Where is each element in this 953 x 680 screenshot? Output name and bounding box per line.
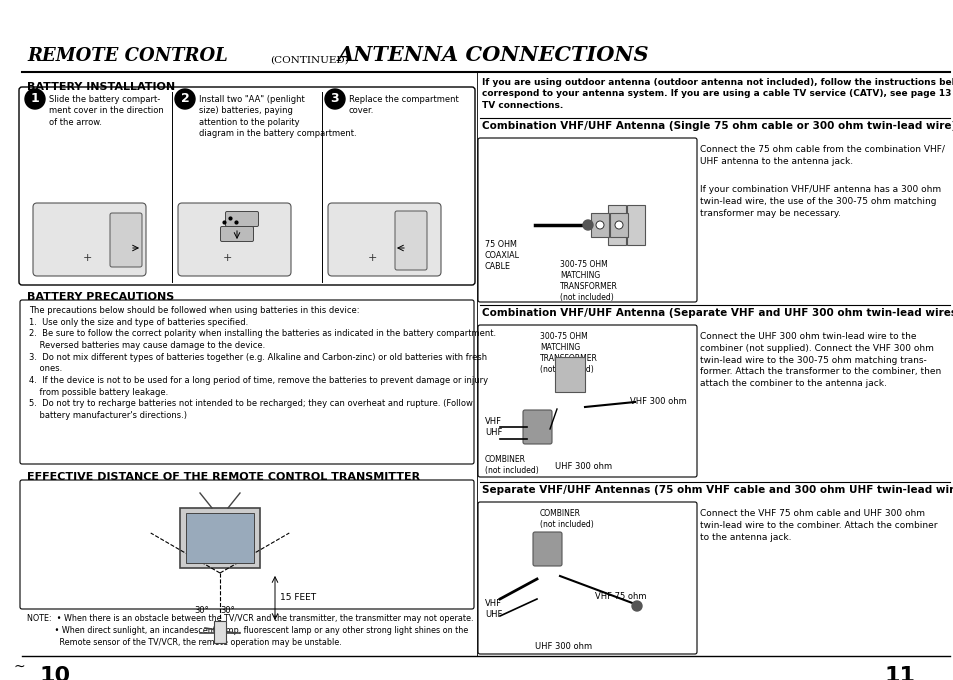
Text: Replace the compartment
cover.: Replace the compartment cover. (349, 95, 458, 116)
Text: UHF 300 ohm: UHF 300 ohm (555, 462, 612, 471)
Circle shape (325, 89, 345, 109)
Text: COMBINER
(not included): COMBINER (not included) (484, 455, 538, 475)
Text: BATTERY PRECAUTIONS: BATTERY PRECAUTIONS (27, 292, 174, 302)
Text: 10: 10 (39, 666, 71, 680)
Circle shape (596, 221, 603, 229)
Text: 30°: 30° (194, 606, 209, 615)
Text: 300-75 OHM
MATCHING
TRANSFORMER
(not included): 300-75 OHM MATCHING TRANSFORMER (not inc… (559, 260, 618, 303)
Bar (555, 357, 584, 392)
Bar (607, 205, 625, 245)
Text: 3: 3 (331, 92, 339, 105)
FancyBboxPatch shape (522, 410, 552, 444)
Bar (626, 205, 644, 245)
FancyBboxPatch shape (178, 203, 291, 276)
Text: VHF 75 ohm: VHF 75 ohm (595, 592, 646, 601)
Text: Connect the UHF 300 ohm twin-lead wire to the
combiner (not supplied). Connect t: Connect the UHF 300 ohm twin-lead wire t… (700, 332, 941, 388)
Text: +: + (367, 253, 376, 263)
FancyBboxPatch shape (533, 532, 561, 566)
Bar (186, 513, 253, 563)
FancyBboxPatch shape (477, 138, 697, 302)
FancyBboxPatch shape (20, 300, 474, 464)
FancyBboxPatch shape (328, 203, 440, 276)
Circle shape (615, 221, 622, 229)
Bar (180, 508, 260, 568)
Bar (590, 213, 608, 237)
Text: ANTENNA CONNECTIONS: ANTENNA CONNECTIONS (337, 45, 649, 65)
Circle shape (174, 89, 194, 109)
Text: VHF
UHF: VHF UHF (484, 599, 502, 619)
FancyBboxPatch shape (33, 203, 146, 276)
Text: +: + (82, 253, 91, 263)
FancyBboxPatch shape (477, 325, 697, 477)
Text: Install two "AA" (penlight
size) batteries, paying
attention to the polarity
dia: Install two "AA" (penlight size) batteri… (199, 95, 356, 138)
Text: (CONTINUED): (CONTINUED) (270, 56, 349, 65)
Text: EFFECTIVE DISTANCE OF THE REMOTE CONTROL TRANSMITTER: EFFECTIVE DISTANCE OF THE REMOTE CONTROL… (27, 472, 419, 482)
Circle shape (631, 601, 641, 611)
Circle shape (582, 220, 593, 230)
Circle shape (25, 89, 45, 109)
Text: UHF 300 ohm: UHF 300 ohm (535, 642, 592, 651)
Text: Slide the battery compart-
ment cover in the direction
of the arrow.: Slide the battery compart- ment cover in… (49, 95, 164, 127)
Text: 11: 11 (883, 666, 915, 680)
Text: 300-75 OHM
MATCHING
TRANSFORMER
(not included): 300-75 OHM MATCHING TRANSFORMER (not inc… (539, 332, 598, 374)
Text: 30°: 30° (220, 606, 235, 615)
Text: Connect the VHF 75 ohm cable and UHF 300 ohm
twin-lead wire to the combiner. Att: Connect the VHF 75 ohm cable and UHF 300… (700, 509, 937, 541)
Text: VHF
UHF: VHF UHF (484, 417, 502, 437)
Text: 1: 1 (30, 92, 39, 105)
Text: The precautions below should be followed when using batteries in this device:
1.: The precautions below should be followed… (29, 306, 496, 420)
FancyBboxPatch shape (110, 213, 142, 267)
FancyBboxPatch shape (20, 480, 474, 609)
Text: Combination VHF/UHF Antenna (Single 75 ohm cable or 300 ohm twin-lead wire): Combination VHF/UHF Antenna (Single 75 o… (481, 121, 953, 131)
Text: If you are using outdoor antenna (outdoor antenna not included), follow the inst: If you are using outdoor antenna (outdoo… (481, 78, 953, 110)
Text: ~: ~ (14, 660, 26, 674)
Text: 15 FEET: 15 FEET (280, 594, 315, 602)
Bar (0, 0, 953, 70)
FancyBboxPatch shape (225, 211, 258, 226)
Text: VHF 300 ohm: VHF 300 ohm (629, 397, 686, 406)
Text: Connect the 75 ohm cable from the combination VHF/
UHF antenna to the antenna ja: Connect the 75 ohm cable from the combin… (700, 145, 943, 166)
Text: 2: 2 (180, 92, 190, 105)
FancyBboxPatch shape (19, 87, 475, 285)
Bar (213, 621, 226, 643)
Text: NOTE:  • When there is an obstacle between the TV/VCR and the transmitter, the t: NOTE: • When there is an obstacle betwee… (27, 614, 473, 647)
Bar (609, 213, 627, 237)
FancyBboxPatch shape (395, 211, 427, 270)
Text: Separate VHF/UHF Antennas (75 ohm VHF cable and 300 ohm UHF twin-lead wires): Separate VHF/UHF Antennas (75 ohm VHF ca… (481, 485, 953, 495)
FancyBboxPatch shape (220, 226, 253, 241)
Text: BATTERY INSTALLATION: BATTERY INSTALLATION (27, 82, 175, 92)
Text: Combination VHF/UHF Antenna (Separate VHF and UHF 300 ohm twin-lead wires): Combination VHF/UHF Antenna (Separate VH… (481, 308, 953, 318)
FancyBboxPatch shape (477, 502, 697, 654)
Text: COMBINER
(not included): COMBINER (not included) (539, 509, 593, 529)
Text: If your combination VHF/UHF antenna has a 300 ohm
twin-lead wire, the use of the: If your combination VHF/UHF antenna has … (700, 185, 941, 218)
Text: +: + (222, 253, 232, 263)
Text: REMOTE CONTROL: REMOTE CONTROL (27, 47, 228, 65)
Text: 75 OHM
COAXIAL
CABLE: 75 OHM COAXIAL CABLE (484, 240, 519, 271)
